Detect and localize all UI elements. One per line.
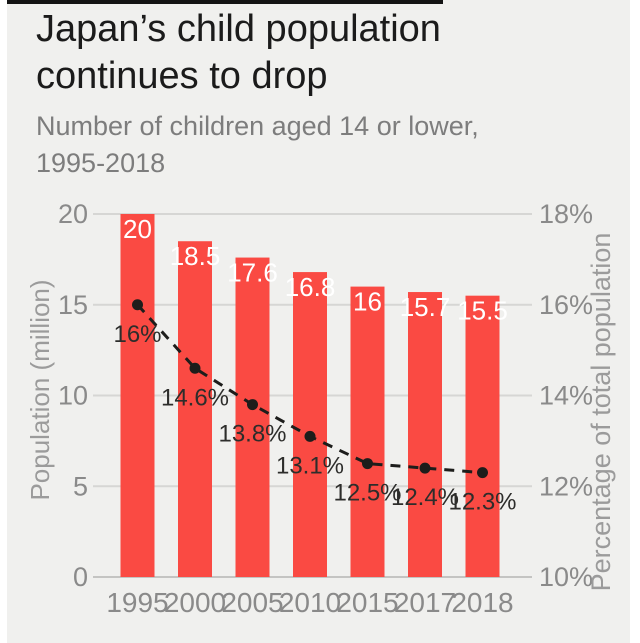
bar-2018 [465, 295, 500, 577]
x-axis-label: 2015 [336, 587, 398, 618]
left-axis-tick-label: 10 [58, 381, 88, 411]
line-point-label: 13.8% [218, 421, 286, 448]
line-point [304, 430, 316, 442]
bar-2010 [293, 272, 327, 577]
chart-title: Japan’s child population continues to dr… [36, 6, 441, 100]
bar-1995 [120, 214, 155, 577]
bar-value-label: 15.7 [400, 292, 451, 322]
x-axis-label: 2017 [394, 587, 456, 618]
bar-2000 [178, 241, 212, 577]
chart-subtitle-line-2: 1995-2018 [36, 148, 166, 178]
left-axis-title: Population (million) [25, 279, 55, 500]
line-point [247, 399, 258, 411]
left-axis-tick-label: 0 [73, 562, 88, 592]
bar-2005 [235, 257, 270, 577]
bar-value-label: 18.5 [170, 241, 221, 271]
left-axis-tick-label: 15 [58, 290, 88, 320]
line-point-label: 16% [113, 321, 161, 348]
bar-value-label: 17.6 [227, 258, 278, 288]
line-point-label: 12.3% [448, 489, 516, 516]
line-point-label: 14.6% [161, 384, 229, 411]
line-point-label: 13.1% [276, 452, 344, 479]
line-point-label: 12.4% [391, 484, 459, 511]
x-axis-label: 2010 [279, 587, 341, 618]
bar-value-label: 16 [353, 287, 382, 317]
line-point [132, 299, 143, 311]
right-axis-tick-label: 12% [539, 471, 593, 501]
bar-2017 [408, 292, 442, 577]
top-strip [7, 0, 443, 4]
line-point [362, 458, 373, 470]
right-axis-tick-label: 18% [539, 199, 593, 229]
bar-2015 [350, 286, 385, 577]
chart-area: 0 10% 5 12% 10 14% 15 16% 20 18% 20 18.5 17.6 16.8 16 1… [0, 180, 640, 643]
right-axis-tick-label: 16% [539, 290, 593, 320]
bar-value-label: 16.8 [285, 272, 336, 302]
right-axis-tick-label: 10% [539, 562, 593, 592]
chart-subtitle-line-1: Number of children aged 14 or lower, [36, 111, 479, 141]
right-axis-tick-label: 14% [539, 381, 593, 411]
line-point [189, 362, 201, 374]
chart-svg: 0 10% 5 12% 10 14% 15 16% 20 18% 20 18.517.6 16.8 16 1… [25, 199, 616, 618]
line-point [419, 462, 431, 474]
chart-subtitle: Number of children aged 14 or lower, 199… [36, 108, 479, 182]
chart-title-line-2: continues to drop [36, 55, 328, 97]
x-axis-label: 2005 [221, 587, 283, 618]
bar-value-label: 20 [123, 214, 152, 244]
line-point [477, 467, 488, 479]
x-axis-label: 2018 [451, 587, 513, 618]
right-axis-title: Percentage of total population [586, 233, 616, 592]
line-point-label: 12.5% [333, 480, 401, 507]
chart-title-line-1: Japan’s child population [36, 8, 441, 50]
x-axis-label: 1995 [106, 587, 168, 618]
bar-value-label: 15.5 [457, 296, 508, 326]
x-axis-label: 2000 [164, 587, 226, 618]
left-axis-tick-label: 5 [73, 471, 88, 501]
left-axis-tick-label: 20 [58, 199, 88, 229]
